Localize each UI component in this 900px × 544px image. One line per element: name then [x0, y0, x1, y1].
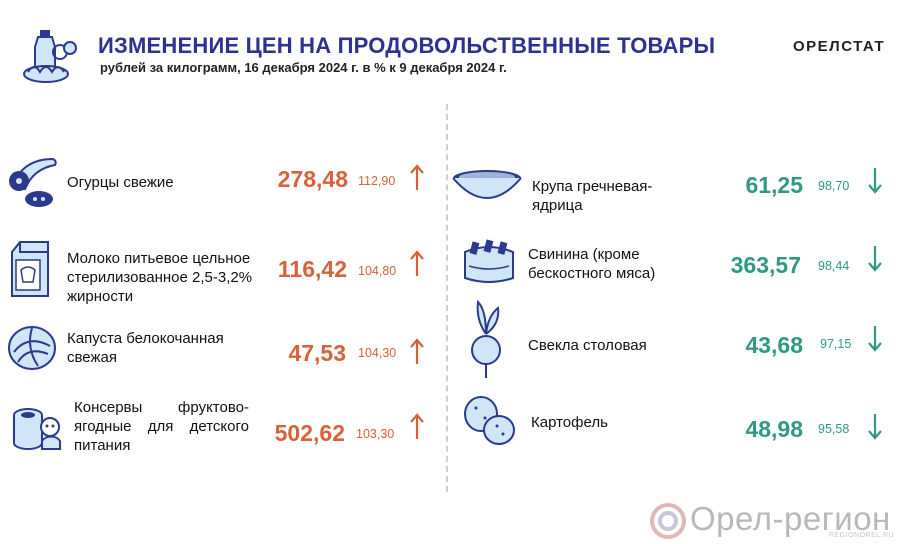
item-price: 47,53	[288, 340, 346, 366]
page-title: ИЗМЕНЕНИЕ ЦЕН НА ПРОДОВОЛЬСТВЕННЫЕ ТОВАР…	[98, 33, 716, 58]
item-index: 98,70	[818, 179, 850, 193]
item-name: Крупа гречневая-ядрица	[532, 178, 653, 214]
watermark-url: REGIONOREL.RU	[829, 532, 895, 539]
item-name: Картофель	[531, 414, 608, 431]
cucumber-icon	[5, 155, 61, 211]
item-name: Свинина (кроме бескостного мяса)	[528, 246, 656, 282]
item-price: 61,25	[745, 172, 803, 198]
potato-icon	[461, 394, 517, 448]
item-name: Огурцы свежие	[67, 174, 174, 191]
pork-icon	[461, 236, 517, 286]
arrow-up-icon	[410, 250, 424, 278]
item-index: 97,15	[820, 337, 852, 351]
item-name: Капуста белокочанная свежая	[67, 330, 224, 366]
arrow-up-icon	[410, 338, 424, 366]
groceries-logo-icon	[18, 26, 80, 84]
item-index: 112,90	[358, 174, 396, 188]
item-name: Консервы фруктово-ягодные для детского п…	[74, 399, 249, 454]
beetroot-icon	[468, 300, 504, 380]
item-price: 363,57	[730, 252, 801, 278]
milk-carton-icon	[8, 238, 52, 300]
watermark-text: Орел-регион	[690, 500, 891, 537]
arrow-up-icon	[410, 413, 424, 441]
item-index: 104,30	[358, 346, 397, 360]
item-name: Молоко питьевое цельное стерилизованное …	[67, 250, 253, 305]
item-price: 502,62	[274, 420, 345, 446]
item-price: 116,42	[277, 256, 347, 282]
arrow-down-icon	[868, 166, 882, 194]
item-index: 103,30	[356, 427, 395, 441]
arrow-down-icon	[868, 244, 882, 272]
item-index: 98,44	[818, 259, 850, 273]
item-price: 278,48	[277, 166, 348, 192]
item-name: Свекла столовая	[528, 337, 647, 354]
item-index: 95,58	[818, 422, 850, 436]
item-price: 43,68	[745, 332, 803, 358]
arrow-up-icon	[410, 164, 424, 192]
page-subtitle: рублей за килограмм, 16 декабря 2024 г. …	[100, 60, 507, 75]
arrow-down-icon	[868, 324, 882, 352]
arrow-down-icon	[868, 412, 882, 440]
buckwheat-bowl-icon	[451, 168, 523, 204]
cabbage-icon	[6, 322, 58, 372]
item-index: 104,80	[358, 264, 397, 278]
baby-food-can-icon	[8, 403, 64, 457]
item-price: 48,98	[745, 416, 803, 442]
brand-logo: ОРЕЛСТАТ	[793, 38, 886, 55]
column-divider	[446, 104, 448, 492]
watermark-logo-icon	[650, 503, 686, 544]
